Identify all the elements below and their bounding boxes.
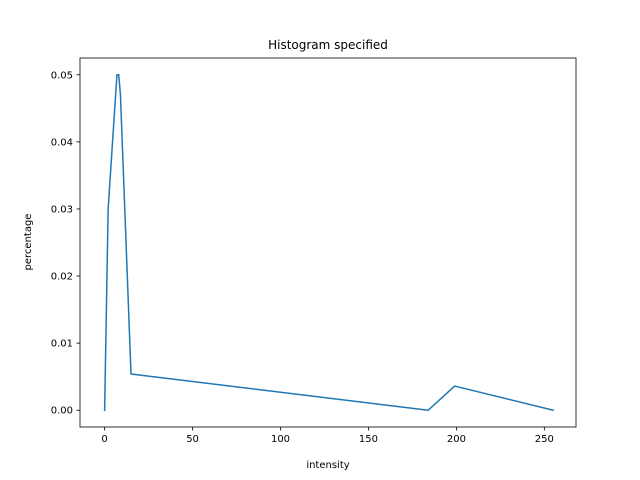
x-axis: 0 50 100 150 200 250: [101, 427, 554, 445]
y-axis-label: percentage: [23, 214, 34, 271]
series-line-0: [103, 74, 555, 412]
x-tick-label: 200: [447, 434, 466, 445]
y-tick-label: 0.01: [51, 339, 73, 350]
plot-frame: [79, 57, 577, 428]
x-tick-label: 150: [359, 434, 378, 445]
x-tick-label: 0: [101, 434, 107, 445]
y-tick-label: 0.00: [51, 406, 73, 417]
y-tick-label: 0.02: [51, 272, 73, 283]
y-tick-label: 0.04: [51, 137, 73, 148]
y-tick-label: 0.05: [51, 70, 73, 81]
x-tick-label: 50: [186, 434, 199, 445]
x-tick-label: 100: [271, 434, 290, 445]
y-axis: 0.00 0.01 0.02 0.03 0.04 0.05: [51, 70, 80, 417]
chart-title: Histogram specified: [268, 38, 388, 52]
x-axis-label: intensity: [306, 460, 349, 471]
x-tick-label: 250: [535, 434, 554, 445]
y-tick-label: 0.03: [51, 204, 73, 215]
